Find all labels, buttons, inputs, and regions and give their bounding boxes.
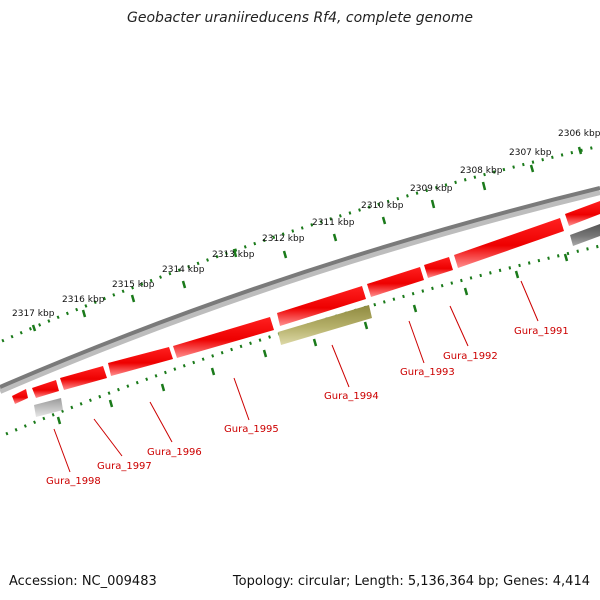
genome-summary: Topology: circular; Length: 5,136,364 bp…	[232, 574, 590, 589]
accession-text: Accession: NC_009483	[9, 574, 157, 589]
gene-label-gura-1997[interactable]: Gura_1997	[97, 461, 152, 472]
label-leaders	[53, 280, 539, 473]
gene-box-lightgrey	[34, 398, 63, 417]
scale-label-2313: 2313 kbp	[212, 250, 255, 260]
gene-label-gura-1993[interactable]: Gura_1993	[400, 367, 455, 378]
gene-arrow	[108, 347, 173, 376]
scale-label-2309: 2309 kbp	[410, 184, 453, 194]
gene-label-gura-1995[interactable]: Gura_1995	[224, 424, 279, 435]
scale-label-2308: 2308 kbp	[460, 166, 503, 176]
gene-arrow	[60, 366, 107, 390]
backbone	[0, 186, 600, 389]
gene-label-gura-1996[interactable]: Gura_1996	[147, 447, 202, 458]
scale-labels: 2317 kbp 2316 kbp 2315 kbp 2314 kbp 2313…	[12, 129, 600, 319]
gene-arrow	[565, 201, 600, 226]
gene-arrow	[173, 317, 274, 358]
scale-label-2306: 2306 kbp	[558, 129, 600, 139]
scale-label-2310: 2310 kbp	[361, 201, 404, 211]
gene-label-gura-1992[interactable]: Gura_1992	[443, 351, 498, 362]
gene-box-grey	[570, 224, 600, 246]
scale-label-2311: 2311 kbp	[312, 218, 355, 228]
gene-label-gura-1994[interactable]: Gura_1994	[324, 391, 379, 402]
gene-label-gura-1991[interactable]: Gura_1991	[514, 326, 569, 337]
scale-label-2314: 2314 kbp	[162, 265, 205, 275]
gene-arrow	[424, 257, 453, 278]
scale-label-2312: 2312 kbp	[262, 234, 305, 244]
scale-label-2307: 2307 kbp	[509, 148, 552, 158]
scale-label-2316: 2316 kbp	[62, 295, 105, 305]
inner-major-ticks	[56, 253, 569, 425]
gene-arrow	[277, 286, 366, 326]
scale-label-2315: 2315 kbp	[112, 280, 155, 290]
gene-box-olive	[278, 305, 372, 345]
gene-arrow	[32, 380, 59, 398]
gene-arrow	[454, 218, 564, 268]
reverse-genes	[34, 224, 600, 417]
map-title: Geobacter uraniireducens Rf4, complete g…	[127, 10, 473, 26]
outer-major-ticks	[31, 146, 583, 332]
gene-arrow	[12, 389, 28, 404]
gene-labels: Gura_1991 Gura_1992 Gura_1993 Gura_1994 …	[46, 326, 569, 487]
scale-label-2317: 2317 kbp	[12, 309, 55, 319]
gene-label-gura-1998[interactable]: Gura_1998	[46, 476, 101, 487]
backbone-shadow	[0, 189, 600, 394]
gene-arrow	[367, 267, 424, 297]
forward-genes	[12, 201, 600, 404]
